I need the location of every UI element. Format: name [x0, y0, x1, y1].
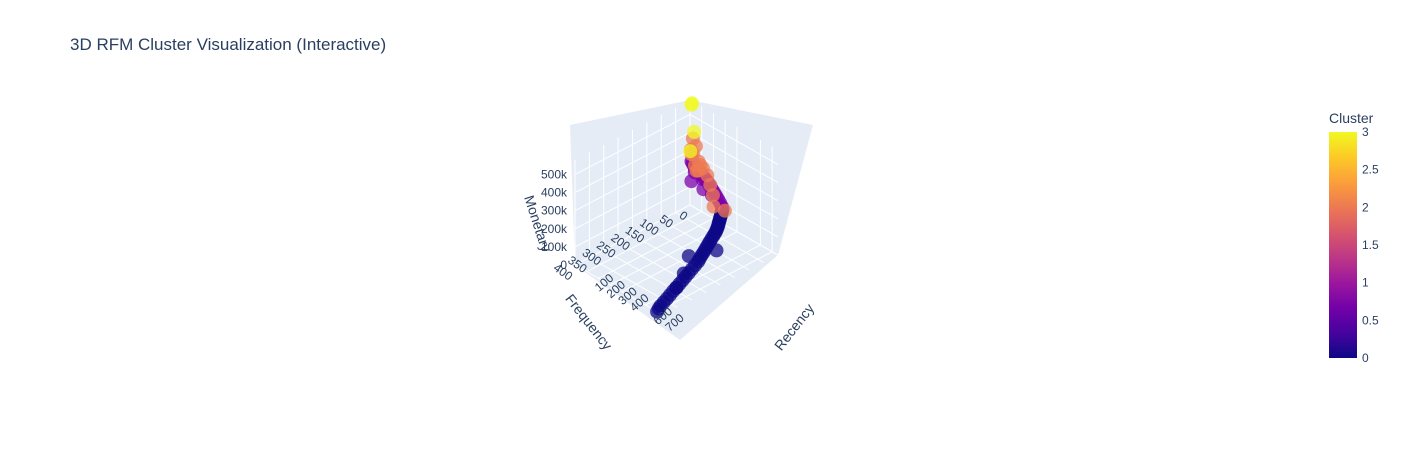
- colorbar-tick-label: 1: [1362, 276, 1369, 290]
- colorbar-tick-label: 0.5: [1362, 313, 1379, 327]
- colorbar: Cluster 0 0.5 1 1.5 2 2.5 3: [1329, 110, 1379, 365]
- z-tick-label: 100k: [541, 240, 568, 254]
- scene-3d[interactable]: 0100k200k300k400k500k0501001502002503003…: [541, 96, 813, 340]
- cluster-3-point[interactable]: [684, 97, 699, 112]
- colorbar-tick-label: 3: [1362, 125, 1369, 139]
- cluster-2-point[interactable]: [705, 188, 720, 203]
- colorbar-tick-label: 2: [1362, 200, 1369, 214]
- colorbar-tick-label: 1.5: [1362, 238, 1379, 252]
- scatter-points[interactable]: [650, 96, 732, 319]
- chart-title: 3D RFM Cluster Visualization (Interactiv…: [70, 35, 386, 54]
- cluster-0-point[interactable]: [681, 249, 696, 264]
- cluster-2-point[interactable]: [700, 168, 715, 183]
- cluster-2-point[interactable]: [689, 163, 704, 178]
- cluster-2-point[interactable]: [706, 199, 721, 214]
- axis-title-recency: Recency: [771, 301, 817, 354]
- axis-title-frequency: Frequency: [562, 291, 615, 353]
- colorbar-gradient: [1329, 132, 1357, 358]
- colorbar-tick-label: 0: [1362, 351, 1369, 365]
- y-grid-line: [574, 160, 664, 316]
- y-grid-line: [617, 137, 707, 293]
- cluster-0-point[interactable]: [676, 266, 691, 281]
- cluster-0-point[interactable]: [669, 280, 684, 295]
- z-tick-label: 200k: [541, 222, 568, 236]
- z-tick-label: 300k: [541, 204, 568, 218]
- y-grid-line: [603, 145, 692, 301]
- y-grid-line: [675, 107, 764, 263]
- cluster-3-point[interactable]: [687, 124, 702, 139]
- colorbar-tick-label: 2.5: [1362, 163, 1379, 177]
- colorbar-ticks: 0 0.5 1 1.5 2 2.5 3: [1362, 125, 1379, 365]
- cluster-2-point[interactable]: [717, 203, 732, 218]
- z-tick-label: 500k: [541, 167, 568, 181]
- cluster-3-point[interactable]: [683, 144, 698, 159]
- z-tick-label: 400k: [541, 186, 568, 200]
- cluster-0-point[interactable]: [709, 243, 724, 258]
- z-tick-label: 0: [560, 258, 567, 272]
- colorbar-title: Cluster: [1329, 110, 1374, 126]
- y-grid-line: [588, 152, 678, 308]
